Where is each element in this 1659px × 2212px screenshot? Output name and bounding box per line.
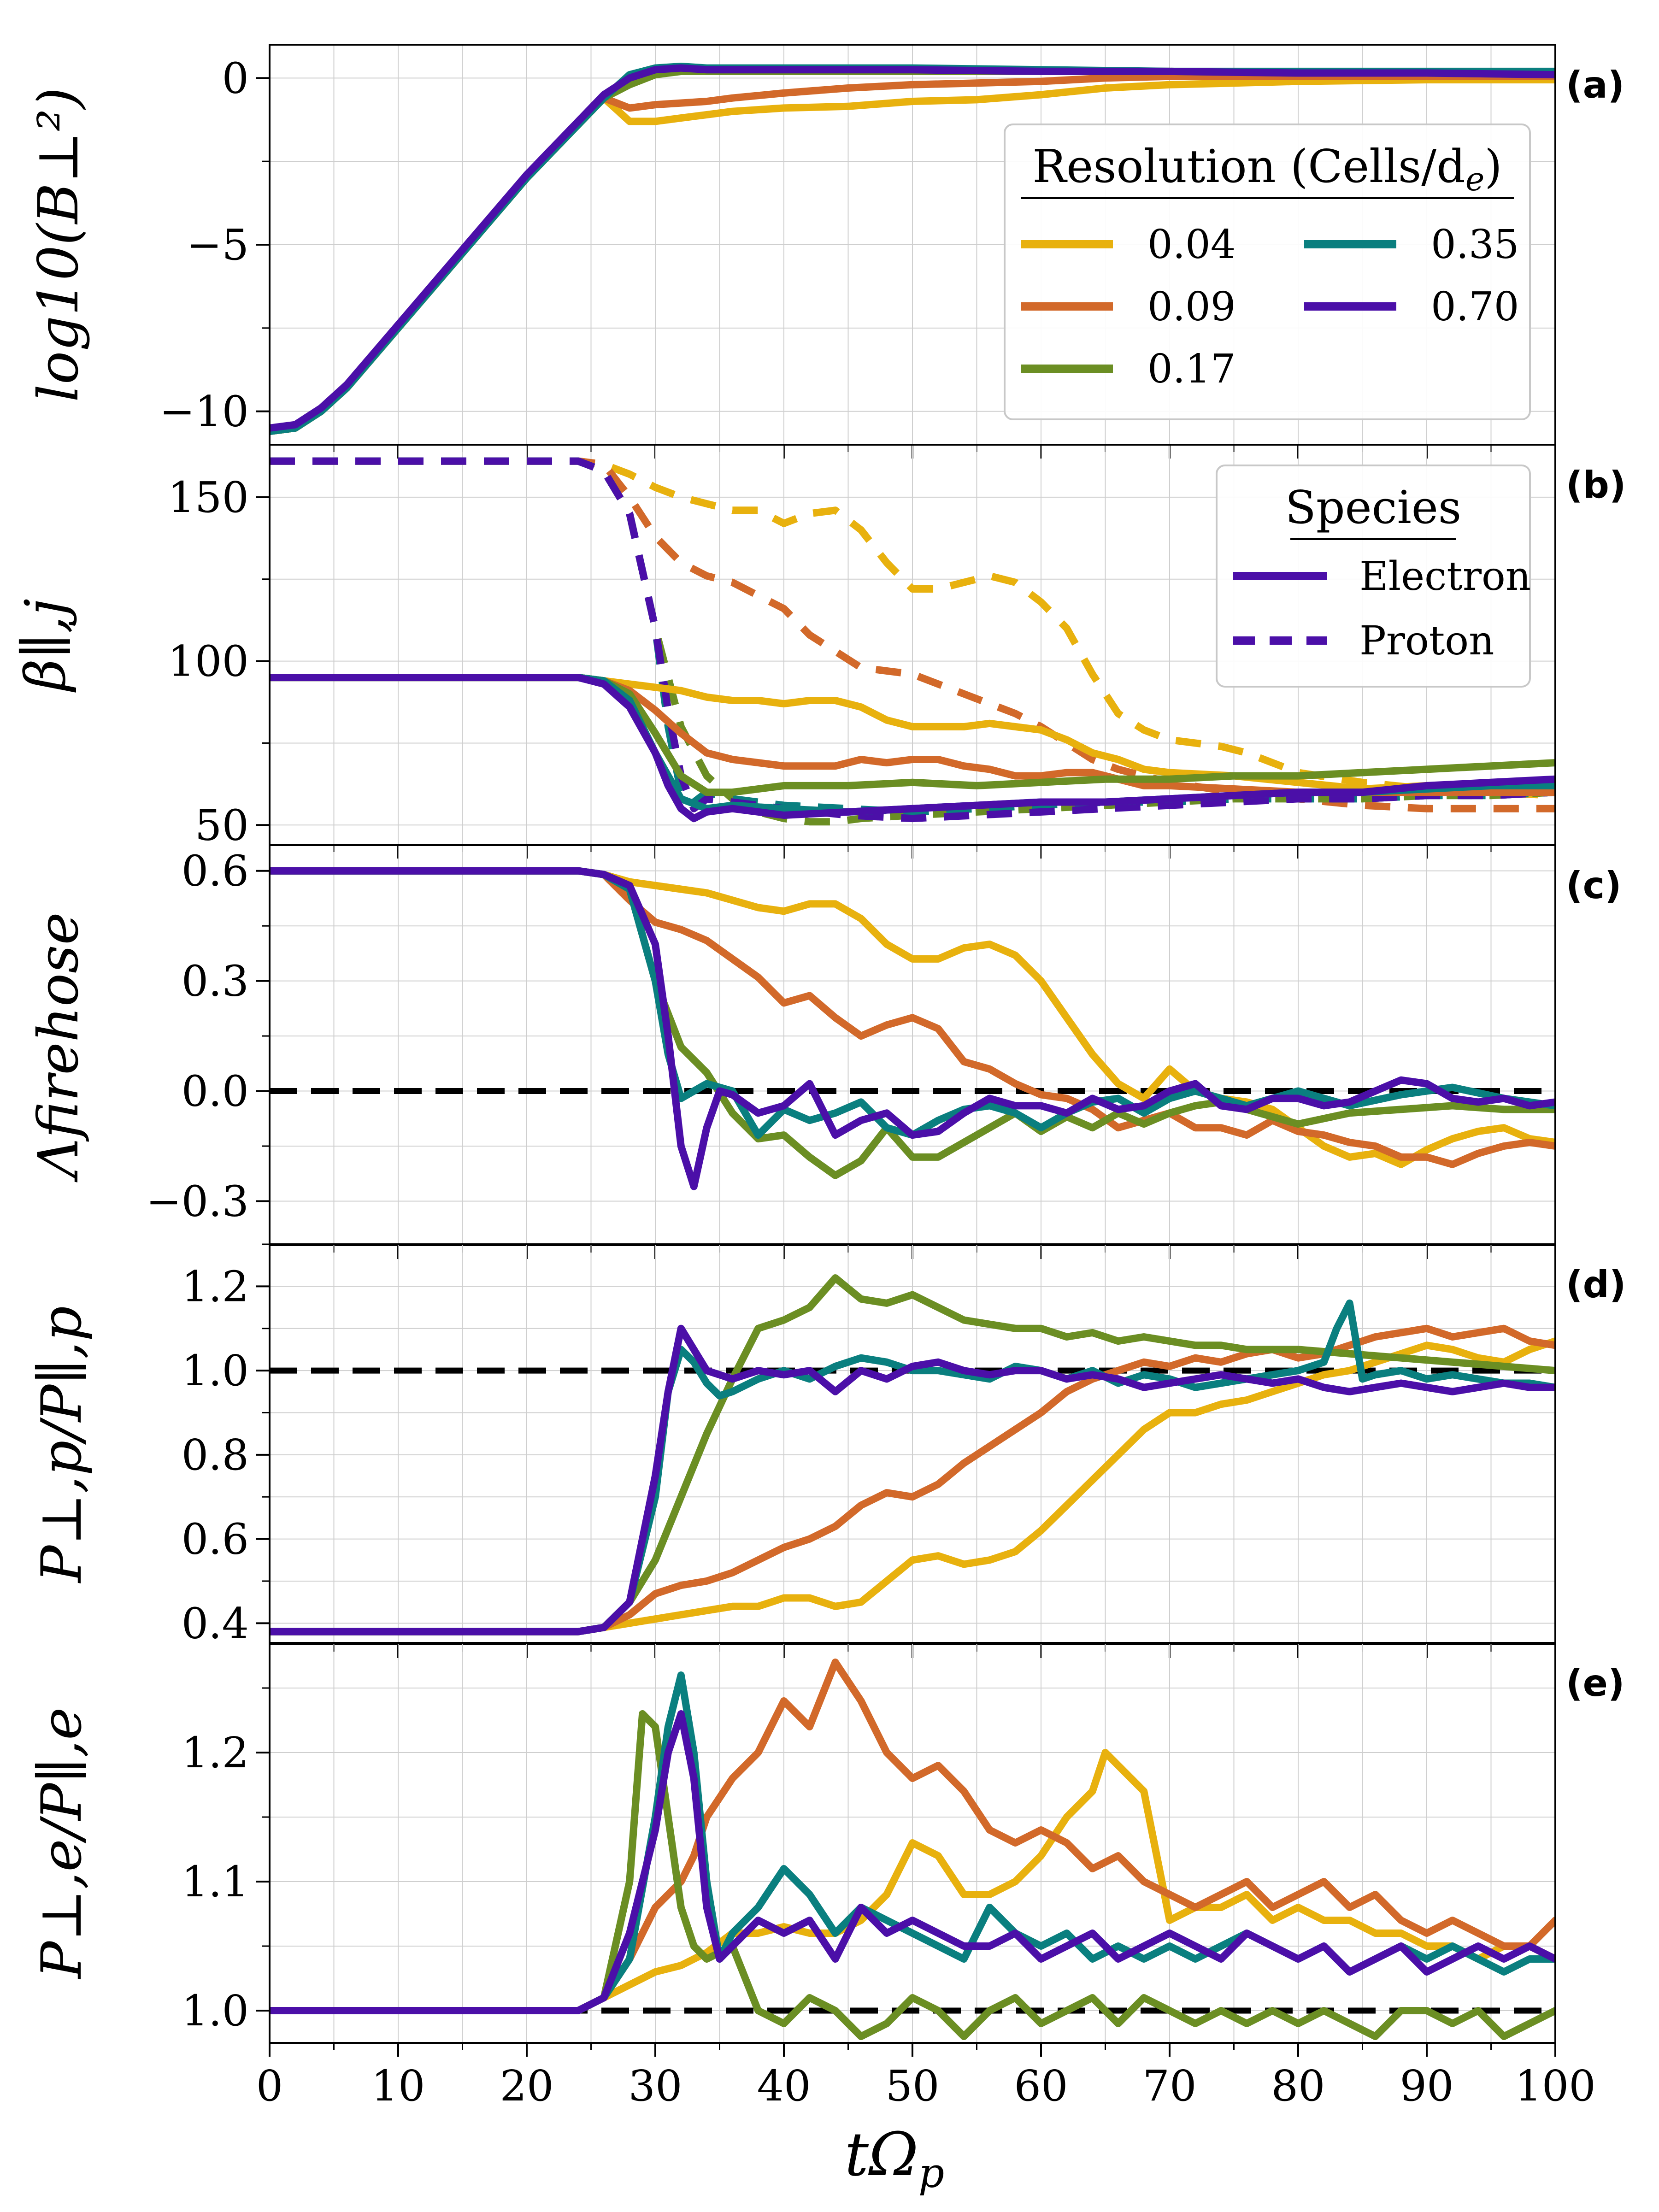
y-axis-label-e: P⊥,e/P∥,e [30,1707,94,1980]
series-e-0.17 [270,1710,1555,2040]
x-tick-label: 50 [885,2061,939,2111]
x-tick-label: 70 [1142,2061,1196,2111]
panel-d: 0.4 0.6 0.8 1.0 1.2 (d) P⊥,p/P∥,p [30,1243,1626,1658]
y-tick-label: 1.0 [182,1986,249,2036]
y-tick-label: 0.3 [182,957,249,1006]
legend-species-label: Electron [1359,553,1531,600]
series-group-b [270,457,1555,826]
series-d-0.09 [270,1324,1555,1635]
x-tick-label: 100 [1515,2061,1596,2111]
x-tick-label: 0 [256,2061,283,2111]
legend-resolution: Resolution (Cells/de) 0.040.090.170.350.… [1004,124,1531,420]
series-b-0.09-electron [270,674,1555,796]
y-tick-label: −5 [186,220,249,270]
y-tick-label: 1.0 [182,1346,249,1395]
series-e-0.70 [270,1710,1555,2014]
series-c-0.09 [270,867,1555,1168]
x-tick-label: 60 [1014,2061,1068,2111]
legend-resolution-entry: 0.04 [1021,222,1235,268]
series-c-0.17 [270,867,1555,1179]
y-axis-label-d: P⊥,p/P∥,p [30,1306,94,1583]
y-tick-label: −10 [159,387,249,436]
series-b-0.09-proton [270,457,1555,812]
y-tick-label: 0.6 [182,1515,249,1564]
legend-species: Species Electron Proton [1216,465,1531,688]
panel-label-d: (d) [1566,1263,1626,1306]
series-group-e [270,1659,1555,2040]
svg-text:Resolution (Cells/de): Resolution (Cells/de) [1032,141,1502,198]
legend-resolution-title: Resolution (Cells/d [1032,141,1465,193]
legend-resolution-entry: 0.70 [1304,284,1519,330]
x-tick-label: 20 [500,2061,553,2111]
y-axis-label-c: Λfirehose [27,912,91,1182]
series-b-0.04-proton [270,457,1555,800]
legend-resolution-label: 0.35 [1431,222,1519,268]
legend-species-entries: Electron Proton [1233,553,1531,664]
panel-e: 1.0 1.1 1.2 (e) P⊥,e/P∥,e [30,1642,1624,2057]
legend-species-entry: Proton [1233,618,1494,664]
y-tick-label: 1.2 [182,1262,249,1311]
series-d-0.17 [270,1274,1555,1635]
legend-species-entry: Electron [1233,553,1531,600]
panel-c: 0.6 0.3 0.0 −0.3 (c) Λfirehose [27,844,1622,1259]
series-b-0.17-electron [270,674,1555,796]
series-a-0.70 [270,64,1555,432]
y-tick-label: 0.0 [182,1067,249,1116]
x-axis-title: tΩp [845,2119,944,2197]
legend-species-title: Species [1285,482,1461,534]
series-group-d [270,1274,1555,1635]
x-axis-label: tΩ [845,2119,918,2189]
legend-resolution-label: 0.09 [1147,284,1235,330]
series-group-a [270,63,1555,435]
y-tick-label: −0.3 [146,1177,249,1226]
x-tick-label: 40 [757,2061,811,2111]
y-tick-label: 0.8 [182,1430,249,1480]
x-tick-label: 80 [1271,2061,1325,2111]
y-tick-label: 100 [168,637,249,686]
y-tick-label: 150 [168,473,249,522]
x-axis-label-sub: p [918,2149,944,2197]
legend-resolution-label: 0.70 [1431,284,1519,330]
series-group-c [270,867,1555,1190]
series-e-0.04 [270,1749,1555,2014]
y-tick-label: 0 [222,53,249,103]
panel-label-c: (c) [1566,864,1622,907]
panel-label-e: (e) [1566,1662,1624,1705]
series-d-0.70 [270,1324,1555,1635]
panel-label-b: (b) [1566,464,1626,506]
grid-d [269,1244,1556,1644]
y-tick-label: 1.1 [182,1857,249,1906]
x-tick-label: 30 [628,2061,682,2111]
legend-resolution-entries: 0.04 0.09 0.17 0.35 0.70 [1021,222,1519,392]
grid-c [269,845,1556,1245]
legend-species-label: Proton [1359,618,1494,664]
panel-label-a: (a) [1566,64,1624,106]
y-tick-label: 0.4 [182,1599,249,1648]
x-tick-labels: 0 10 20 30 40 50 60 70 80 90 100 [256,2061,1596,2111]
legend-resolution-label: 0.04 [1147,222,1235,268]
y-tick-label: 50 [195,800,249,850]
y-axis-label-b: β∥,j [14,599,78,693]
legend-resolution-title-sub: e [1465,160,1484,198]
legend-resolution-title-close: ) [1484,141,1502,193]
series-c-0.70 [270,867,1555,1190]
x-tick-label: 90 [1400,2061,1453,2111]
y-axis-label-a: log10(B⊥²) [27,88,91,402]
x-tick-label: 10 [371,2061,425,2111]
series-c-0.04 [270,867,1555,1168]
svg-text:tΩp: tΩp [845,2119,944,2197]
y-tick-label: 0.6 [182,847,249,896]
legend-resolution-label: 0.17 [1147,346,1235,392]
legend-species-frame [1216,465,1531,688]
legend-resolution-entry: 0.35 [1304,222,1519,268]
series-b-0.70-electron [270,674,1555,823]
y-tick-label: 1.2 [182,1728,249,1777]
legend-resolution-entry: 0.09 [1021,284,1235,330]
legend-resolution-entry: 0.17 [1021,346,1235,392]
